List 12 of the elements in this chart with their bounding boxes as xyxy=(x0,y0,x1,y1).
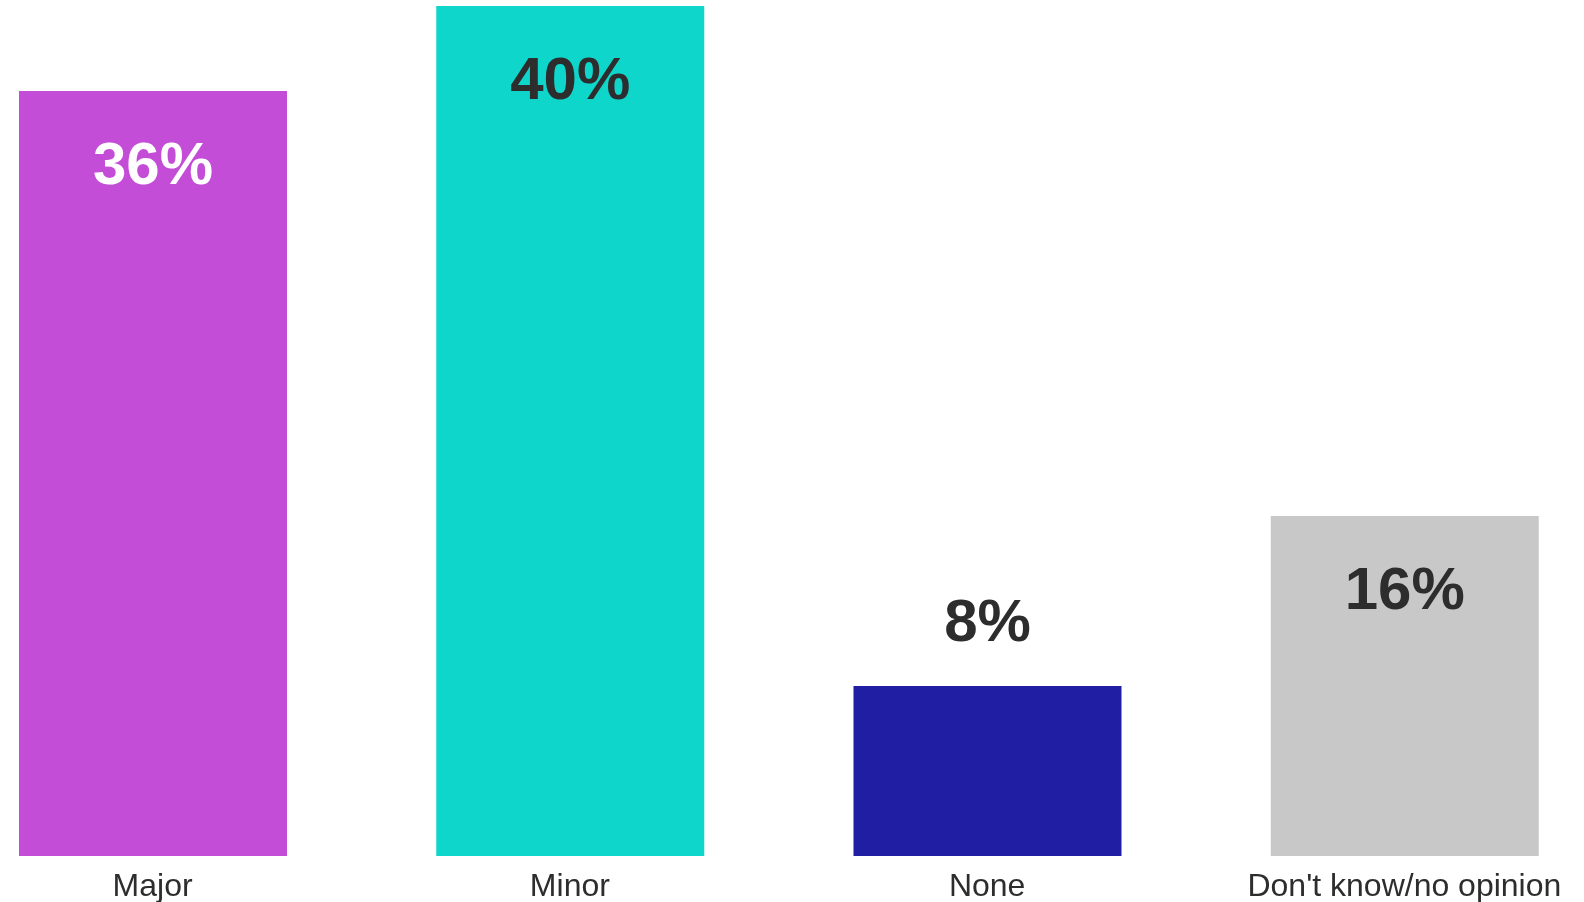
x-tick-label: None xyxy=(948,866,1026,902)
bar xyxy=(436,6,705,856)
x-tick-label: Don't know/no opinion xyxy=(1247,866,1562,902)
bar xyxy=(853,686,1122,856)
x-tick-label: Minor xyxy=(529,866,611,902)
data-label: 8% xyxy=(944,587,1031,654)
bar xyxy=(19,91,287,856)
data-label: 16% xyxy=(1344,555,1465,622)
data-label: 36% xyxy=(92,130,214,197)
bar xyxy=(1270,516,1539,856)
x-tick-label: Major xyxy=(112,866,193,902)
data-label: 40% xyxy=(510,45,631,112)
